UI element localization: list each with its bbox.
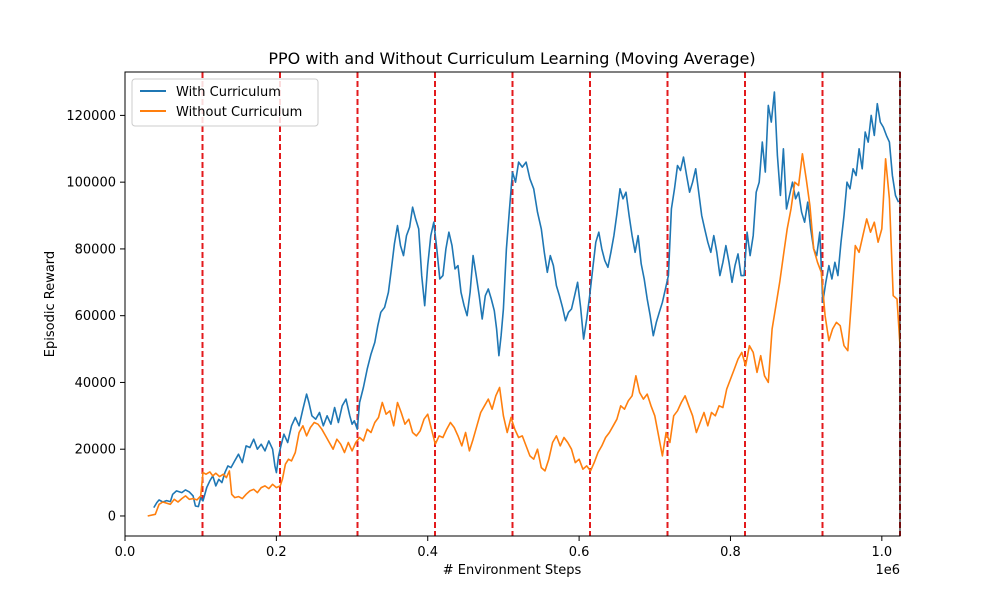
series-line-with-curriculum bbox=[153, 91, 900, 509]
y-tick-label: 60000 bbox=[75, 309, 116, 324]
x-axis-multiplier: 1e6 bbox=[875, 563, 900, 578]
y-tick-label: 20000 bbox=[75, 443, 116, 458]
y-tick-label: 40000 bbox=[75, 376, 116, 391]
legend-label-without-curriculum: Without Curriculum bbox=[176, 105, 302, 120]
x-tick-label: 0.4 bbox=[417, 545, 438, 560]
x-axis: 0.0 0.2 0.4 0.6 0.8 1.0 bbox=[115, 536, 892, 560]
y-tick-label: 120000 bbox=[66, 109, 116, 124]
curriculum-stage-lines bbox=[201, 72, 901, 536]
x-tick-label: 1.0 bbox=[871, 545, 892, 560]
legend-box bbox=[131, 78, 319, 127]
x-axis-label: # Environment Steps bbox=[443, 563, 582, 578]
legend: With Curriculum Without Curriculum bbox=[131, 78, 319, 127]
series-line-without-curriculum bbox=[147, 153, 901, 517]
x-tick-label: 0.2 bbox=[266, 545, 287, 560]
plot-area bbox=[124, 71, 901, 537]
y-tick-label: 0 bbox=[108, 509, 116, 524]
y-tick-label: 80000 bbox=[75, 242, 116, 257]
series-lines bbox=[147, 91, 901, 517]
x-tick-label: 0.6 bbox=[569, 545, 590, 560]
x-tick-label: 0.0 bbox=[115, 545, 136, 560]
y-axis: 0 20000 40000 60000 80000 100000 120000 bbox=[66, 109, 125, 524]
plot-frame bbox=[124, 71, 901, 537]
x-tick-label: 0.8 bbox=[720, 545, 741, 560]
y-axis-label: Episodic Reward bbox=[43, 251, 58, 357]
y-tick-label: 100000 bbox=[66, 176, 116, 191]
chart-title: PPO with and Without Curriculum Learning… bbox=[268, 49, 755, 68]
legend-label-with-curriculum: With Curriculum bbox=[176, 85, 281, 100]
